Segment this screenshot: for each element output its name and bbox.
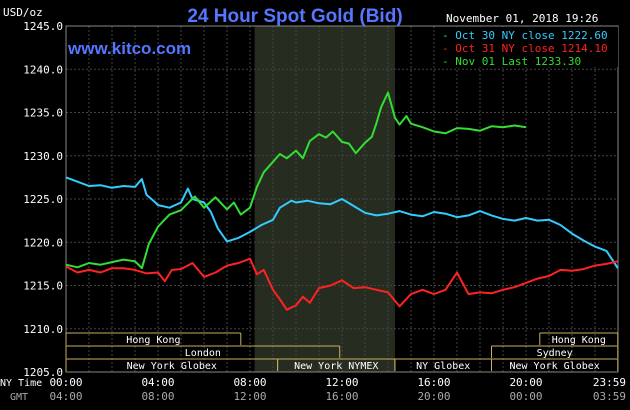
legend-box: [438, 27, 618, 67]
x-tick-label-gmt: 04:00: [49, 390, 82, 403]
chart-title: 24 Hour Spot Gold (Bid): [187, 6, 402, 27]
x-tick-label-ny: 20:00: [509, 376, 542, 389]
grid-overlay: [66, 25, 618, 373]
y-axis-label: USD/oz: [3, 6, 43, 19]
y-tick-label: 1205.0: [23, 366, 63, 379]
session-label: Hong Kong: [552, 335, 606, 346]
x-tick-label-gmt: 20:00: [417, 390, 450, 403]
session-label: London: [185, 348, 221, 359]
y-tick-label: 1245.0: [23, 20, 63, 33]
x-tick-label-ny: 23:59: [593, 376, 626, 389]
x-tick-label-gmt: 00:00: [509, 390, 542, 403]
legend-entry-2: - Oct 31 NY close 1214.10: [442, 42, 608, 55]
session-label: NY Globex: [416, 361, 470, 372]
x-tick-label-gmt: 12:00: [233, 390, 266, 403]
x-tick-label-gmt: 08:00: [141, 390, 174, 403]
x-tick-label-ny: 12:00: [325, 376, 358, 389]
series-line-2: [65, 257, 619, 311]
y-tick-label: 1240.0: [23, 63, 63, 76]
x-tick-label-ny: 04:00: [141, 376, 174, 389]
y-tick-label: 1210.0: [23, 323, 63, 336]
legend: - Oct 30 NY close 1222.60- Oct 31 NY clo…: [438, 27, 618, 68]
x-tick-label-gmt: 16:00: [325, 390, 358, 403]
series-lines: [65, 91, 619, 311]
session-label: Hong Kong: [126, 335, 180, 346]
y-tick-label: 1220.0: [23, 236, 63, 249]
legend-entry-1: - Oct 30 NY close 1222.60: [442, 29, 608, 42]
x-tick-label-ny: 00:00: [49, 376, 82, 389]
y-tick-labels: 1245.0 1240.0 1235.0 1230.0 1225.0 1220.0 1215…: [23, 20, 63, 379]
x-tick-label-gmt: 03:59: [593, 390, 626, 403]
session-label: New York NYMEX: [294, 361, 378, 372]
plot-frame: [65, 25, 619, 373]
session-label: New York Globex: [509, 361, 599, 372]
y-tick-label: 1215.0: [23, 280, 63, 293]
y-tick-label: 1235.0: [23, 107, 63, 120]
legend-entry-3: - Nov 01 Last 1233.30: [442, 55, 581, 68]
y-tick-label: 1230.0: [23, 150, 63, 163]
series-line-1: [65, 176, 619, 269]
ny-time-label: NY Time: [0, 378, 42, 389]
gmt-label: GMT: [10, 392, 28, 403]
timestamp: November 01, 2018 19:26: [446, 12, 598, 25]
session-label: New York Globex: [127, 361, 217, 372]
session-label: Sydney: [537, 348, 573, 359]
x-tick-label-ny: 08:00: [233, 376, 266, 389]
site-url[interactable]: www.kitco.com: [67, 39, 191, 58]
x-tick-label-ny: 16:00: [417, 376, 450, 389]
series-line-3: [65, 91, 527, 270]
market-sessions: Hong Kong London New York Globex New York N…: [65, 332, 619, 372]
x-tick-labels: 00:00 04:00 08:00 12:00 16:00 20:00 23:5904:00…: [49, 376, 626, 403]
y-tick-label: 1225.0: [23, 193, 63, 206]
